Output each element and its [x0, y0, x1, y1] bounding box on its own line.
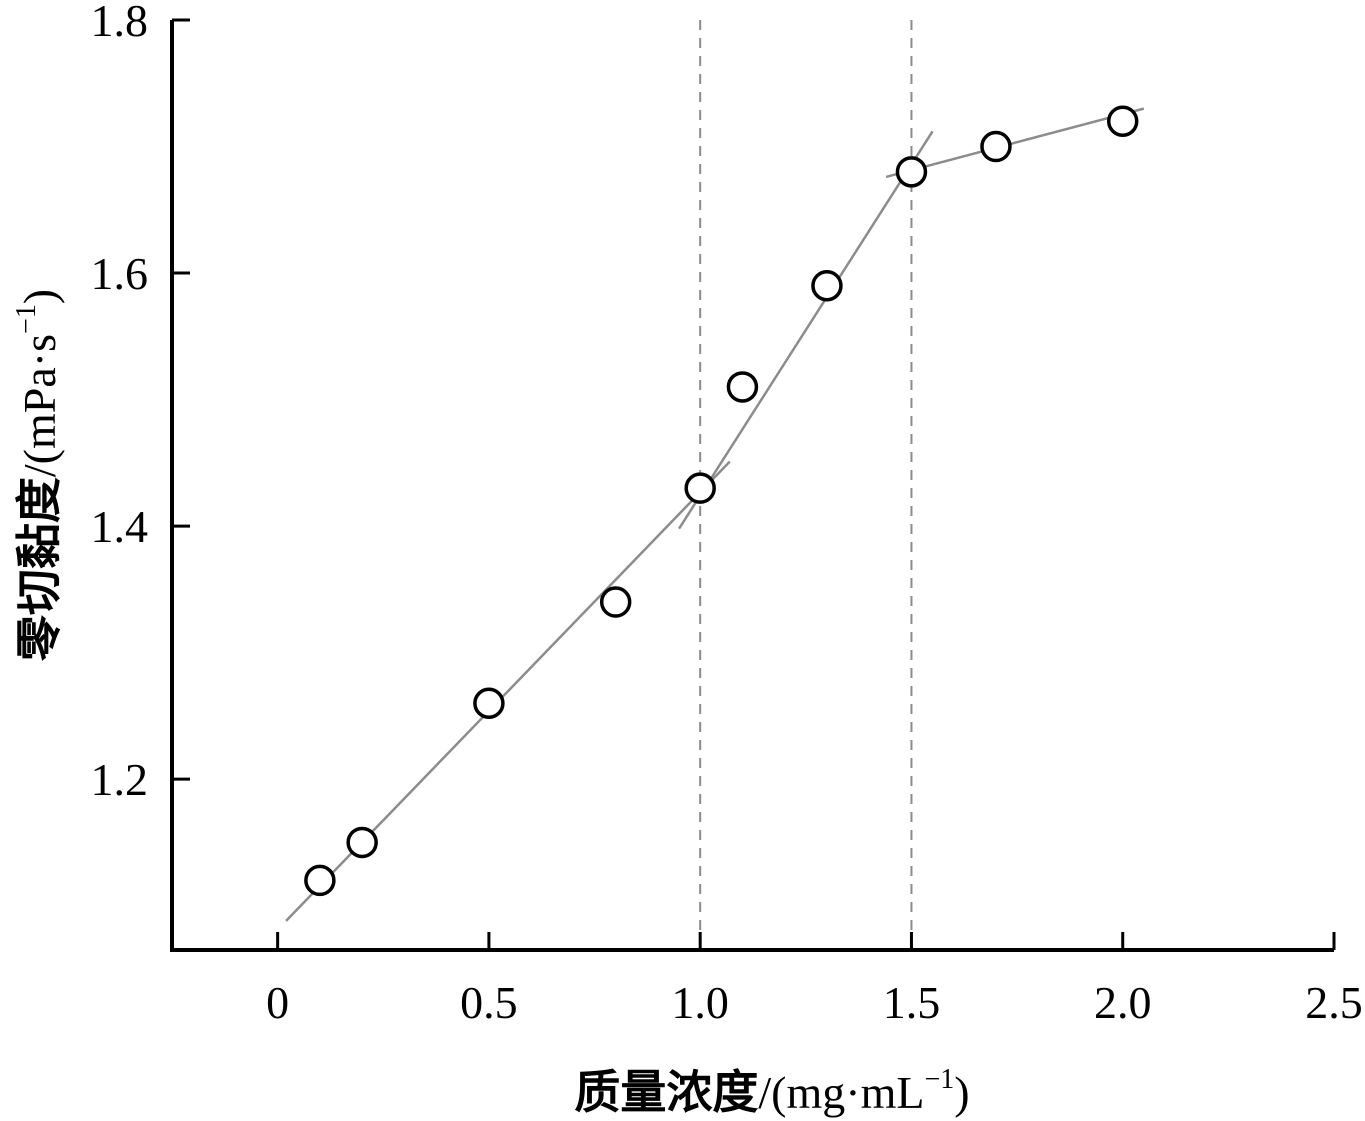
y-axis-title: 零切黏度/(mPa·s−1) [11, 289, 66, 661]
reference-lines [699, 20, 913, 950]
y-axis-unit-sup: −1 [11, 304, 42, 334]
y-axis-ticks: 1.2 1.4 1.6 1.8 [91, 0, 190, 805]
data-point [346, 826, 378, 859]
data-point [304, 864, 336, 897]
x-tick-label: 2.0 [1094, 977, 1152, 1028]
data-point [599, 586, 632, 618]
y-axis-unit-end: ) [14, 289, 65, 304]
x-axis-unit-sup: −1 [924, 1064, 954, 1095]
x-axis-unit: /(mg·mL [758, 1067, 924, 1118]
fit-line [678, 130, 934, 530]
y-tick-label: 1.8 [91, 0, 149, 46]
data-point [1106, 105, 1139, 137]
y-axis-unit: /(mPa·s [14, 334, 65, 477]
y-tick-label: 1.4 [91, 501, 149, 552]
data-point [895, 156, 928, 188]
data-point [684, 472, 716, 504]
x-tick-label: 2.5 [1305, 977, 1363, 1028]
x-axis-label: 质量浓度 [574, 1065, 758, 1119]
x-tick-label: 0.5 [460, 977, 518, 1028]
x-tick-label: 1.5 [883, 977, 941, 1028]
y-axis-label: 零切黏度 [12, 477, 66, 661]
x-tick-label: 1.0 [671, 977, 729, 1028]
axes [170, 20, 1334, 952]
y-tick-label: 1.2 [91, 754, 149, 805]
x-tick-label: 0 [266, 977, 289, 1028]
data-point [980, 130, 1012, 163]
x-axis-unit-end: ) [954, 1067, 969, 1118]
data-point [811, 269, 843, 302]
x-axis-ticks: 0 0.5 1.0 1.5 2.0 2.5 [266, 932, 1363, 1028]
fit-line [885, 107, 1145, 179]
fit-lines [285, 107, 1145, 922]
data-point [473, 687, 505, 720]
data-points [304, 105, 1139, 897]
y-tick-label: 1.6 [91, 248, 149, 299]
x-axis-title: 质量浓度/(mg·mL−1) [574, 1064, 969, 1119]
data-point [726, 371, 759, 403]
